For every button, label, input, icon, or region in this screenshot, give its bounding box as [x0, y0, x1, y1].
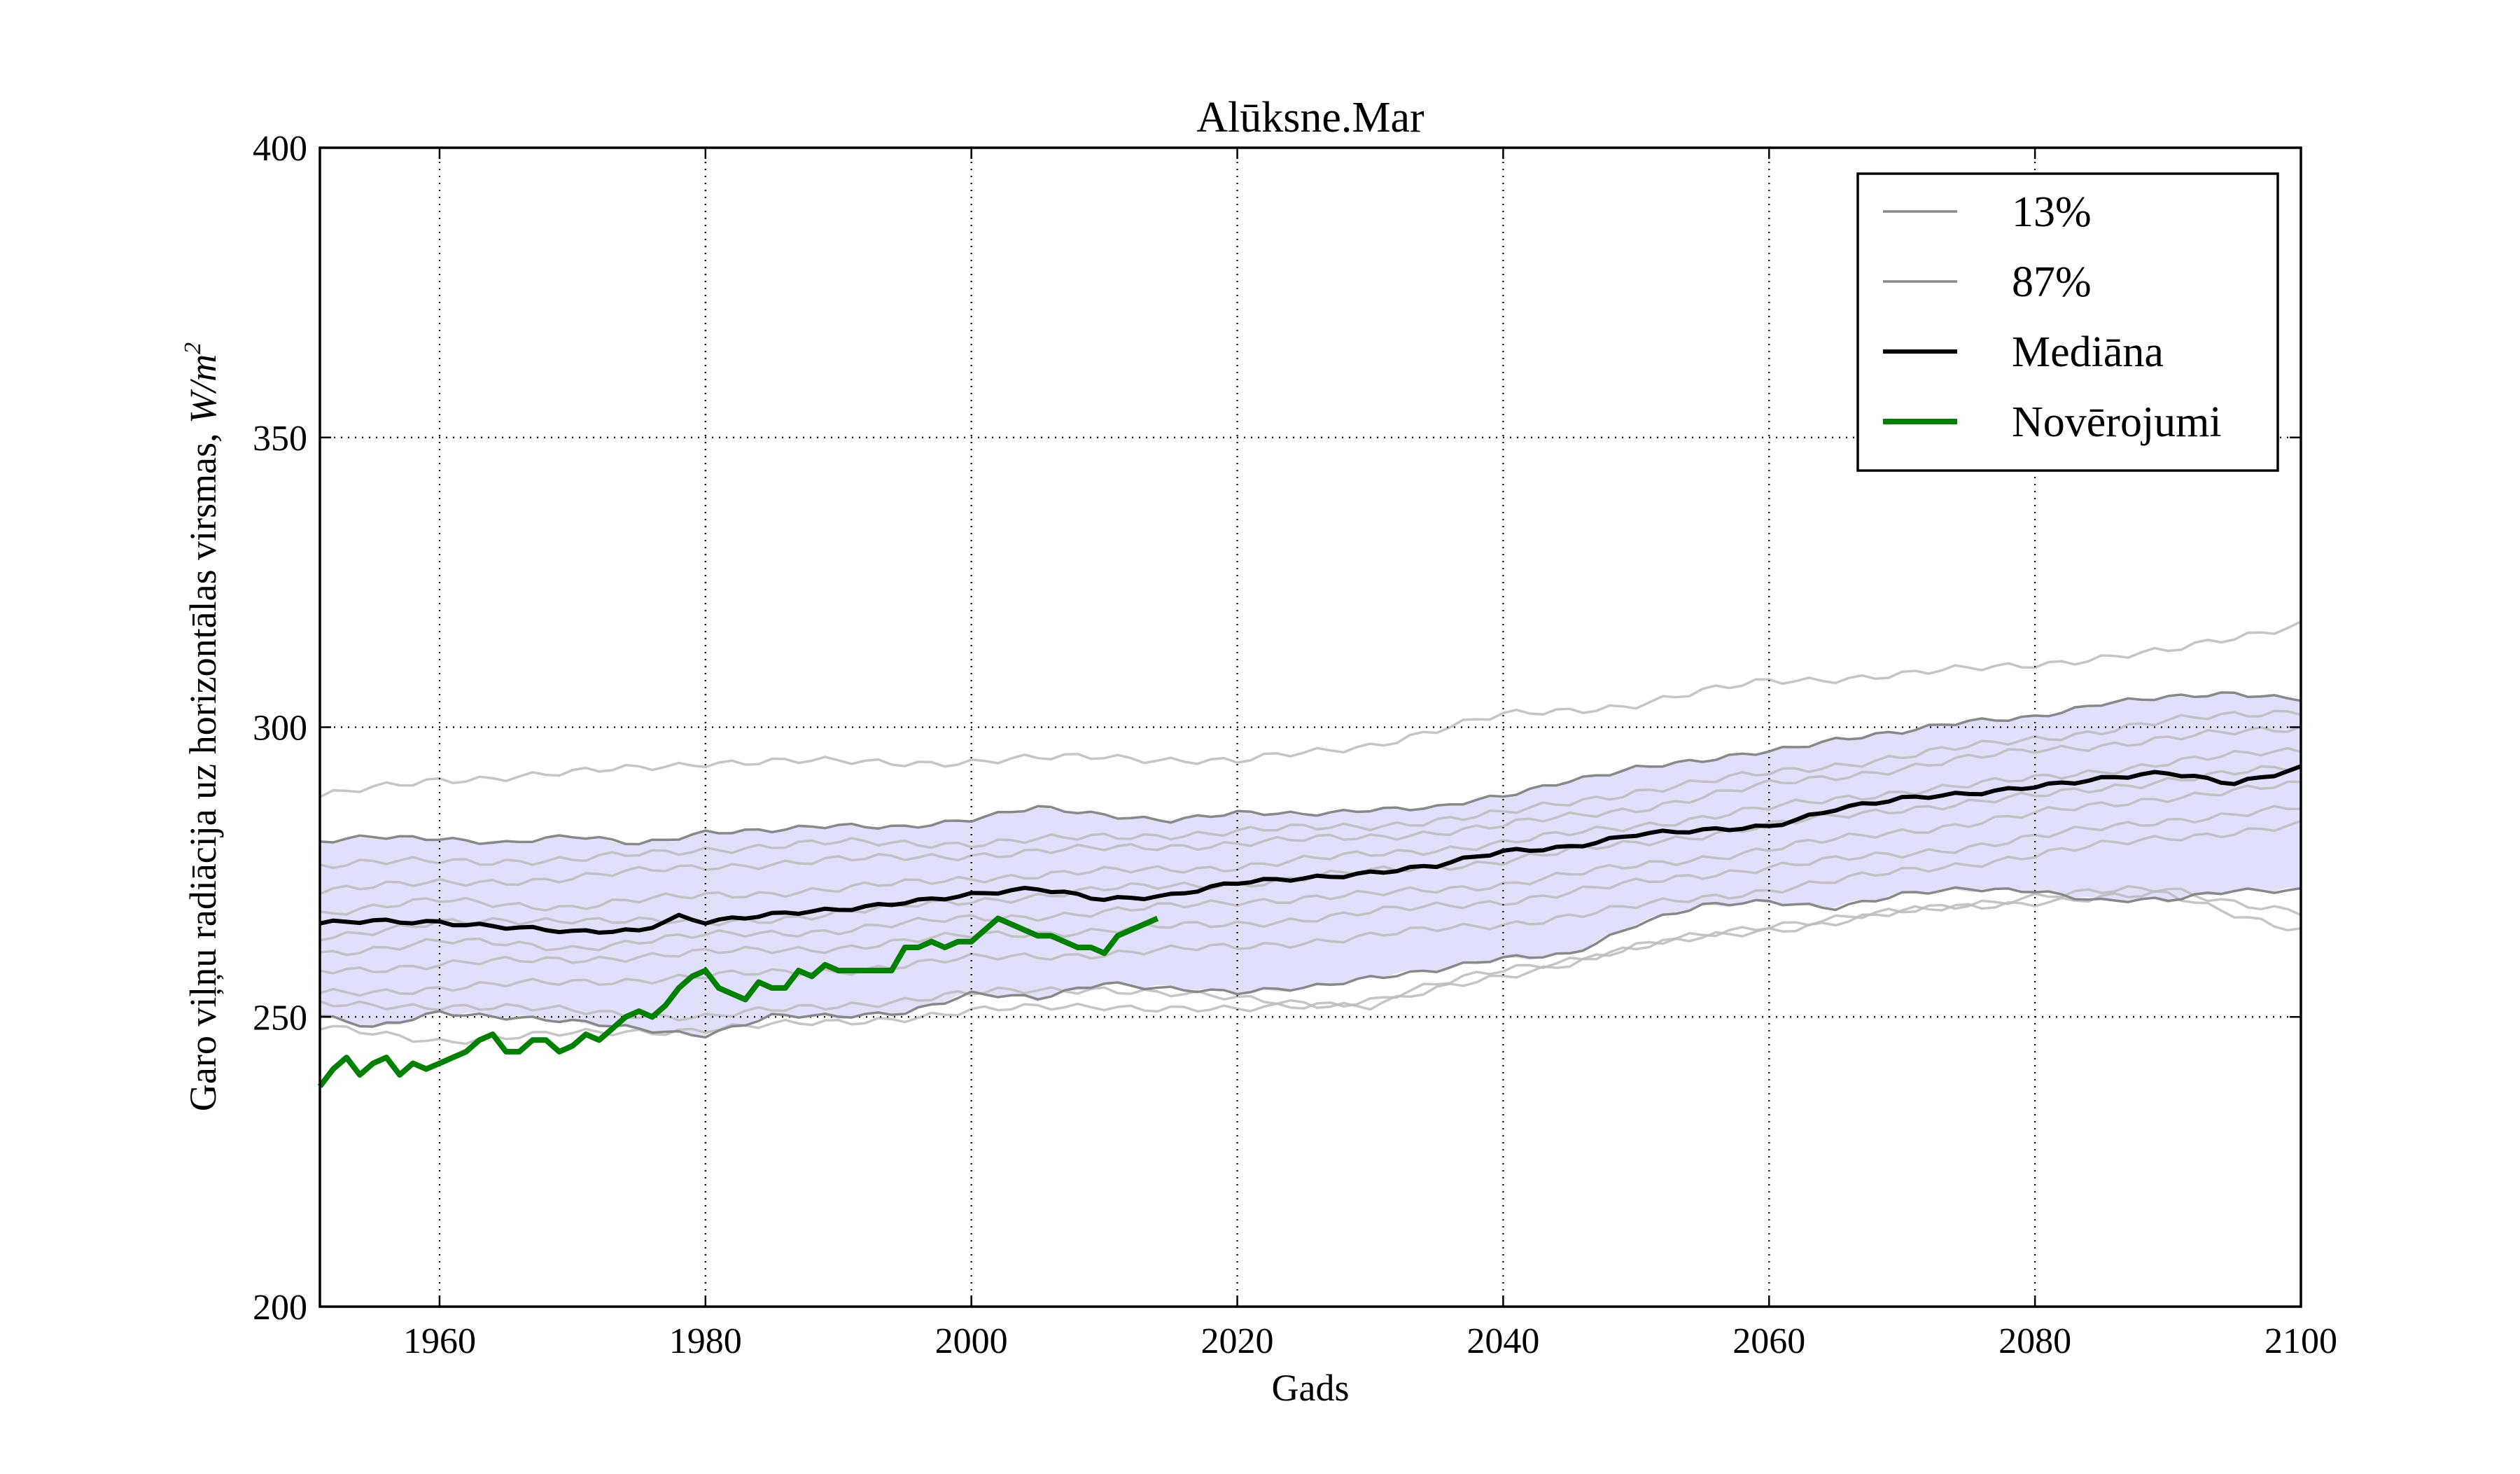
ensemble-member-line [319, 890, 2302, 1045]
x-tick-label: 2040 [1466, 1321, 1539, 1361]
chart-title: Alūksne.Mar [1196, 94, 1424, 141]
y-tick-label: 400 [253, 129, 307, 169]
legend-entry-87: 87% [1883, 258, 2092, 306]
x-tick-label: 1980 [669, 1321, 742, 1361]
lower-percentile-line [319, 886, 2302, 1039]
x-tick-label: 2020 [1201, 1321, 1274, 1361]
legend-label: Novērojumi [2012, 398, 2222, 446]
ensemble-member-line [319, 780, 2302, 957]
legend-entry-13: 13% [1883, 188, 2092, 236]
tick-layer: 1960 1980 2000 2020 2040 2060 2080 2100 200 250 30… [253, 129, 2337, 1361]
x-tick-label: 2100 [2264, 1321, 2337, 1361]
x-tick-label: 2000 [935, 1321, 1008, 1361]
observations-line [317, 915, 1159, 1088]
ensemble-member-line [319, 819, 2302, 997]
y-tick-label: 300 [253, 709, 307, 749]
legend: 13% 87% Mediāna Novērojumi [1856, 172, 2279, 472]
x-tick-label: 2080 [1998, 1321, 2071, 1361]
y-axis-label-text: Garo viļņu radiācija uz horizontālas vir… [182, 424, 224, 1111]
ensemble-member-line [319, 709, 2302, 870]
series-layer [317, 691, 2302, 1088]
x-axis-label: Gads [1272, 1367, 1350, 1409]
y-axis-label-unit: W/m [182, 354, 224, 424]
ensemble-member-line [319, 805, 2302, 975]
y-axis-label-superscript: 2 [180, 342, 206, 354]
legend-entry-observations: Novērojumi [1883, 398, 2222, 446]
y-tick-label: 250 [253, 998, 307, 1038]
y-tick-label: 200 [253, 1288, 307, 1328]
legend-label: 13% [2012, 188, 2092, 236]
x-tick-label: 2060 [1732, 1321, 1805, 1361]
ensemble-layer [319, 620, 2302, 1045]
y-tick-label: 350 [253, 419, 307, 459]
x-tick-label: 1960 [403, 1321, 476, 1361]
ensemble-member-line [319, 746, 2302, 916]
legend-entry-median: Mediāna [1883, 328, 2164, 376]
legend-label: 87% [2012, 258, 2092, 306]
legend-label: Mediāna [2012, 328, 2164, 376]
median-line [319, 764, 2302, 935]
ensemble-member-line [319, 725, 2302, 896]
upper-percentile-line [319, 691, 2302, 846]
ensemble-member-line [319, 620, 2302, 798]
y-axis-label: Garo viļņu radiācija uz horizontālas vir… [180, 342, 224, 1111]
